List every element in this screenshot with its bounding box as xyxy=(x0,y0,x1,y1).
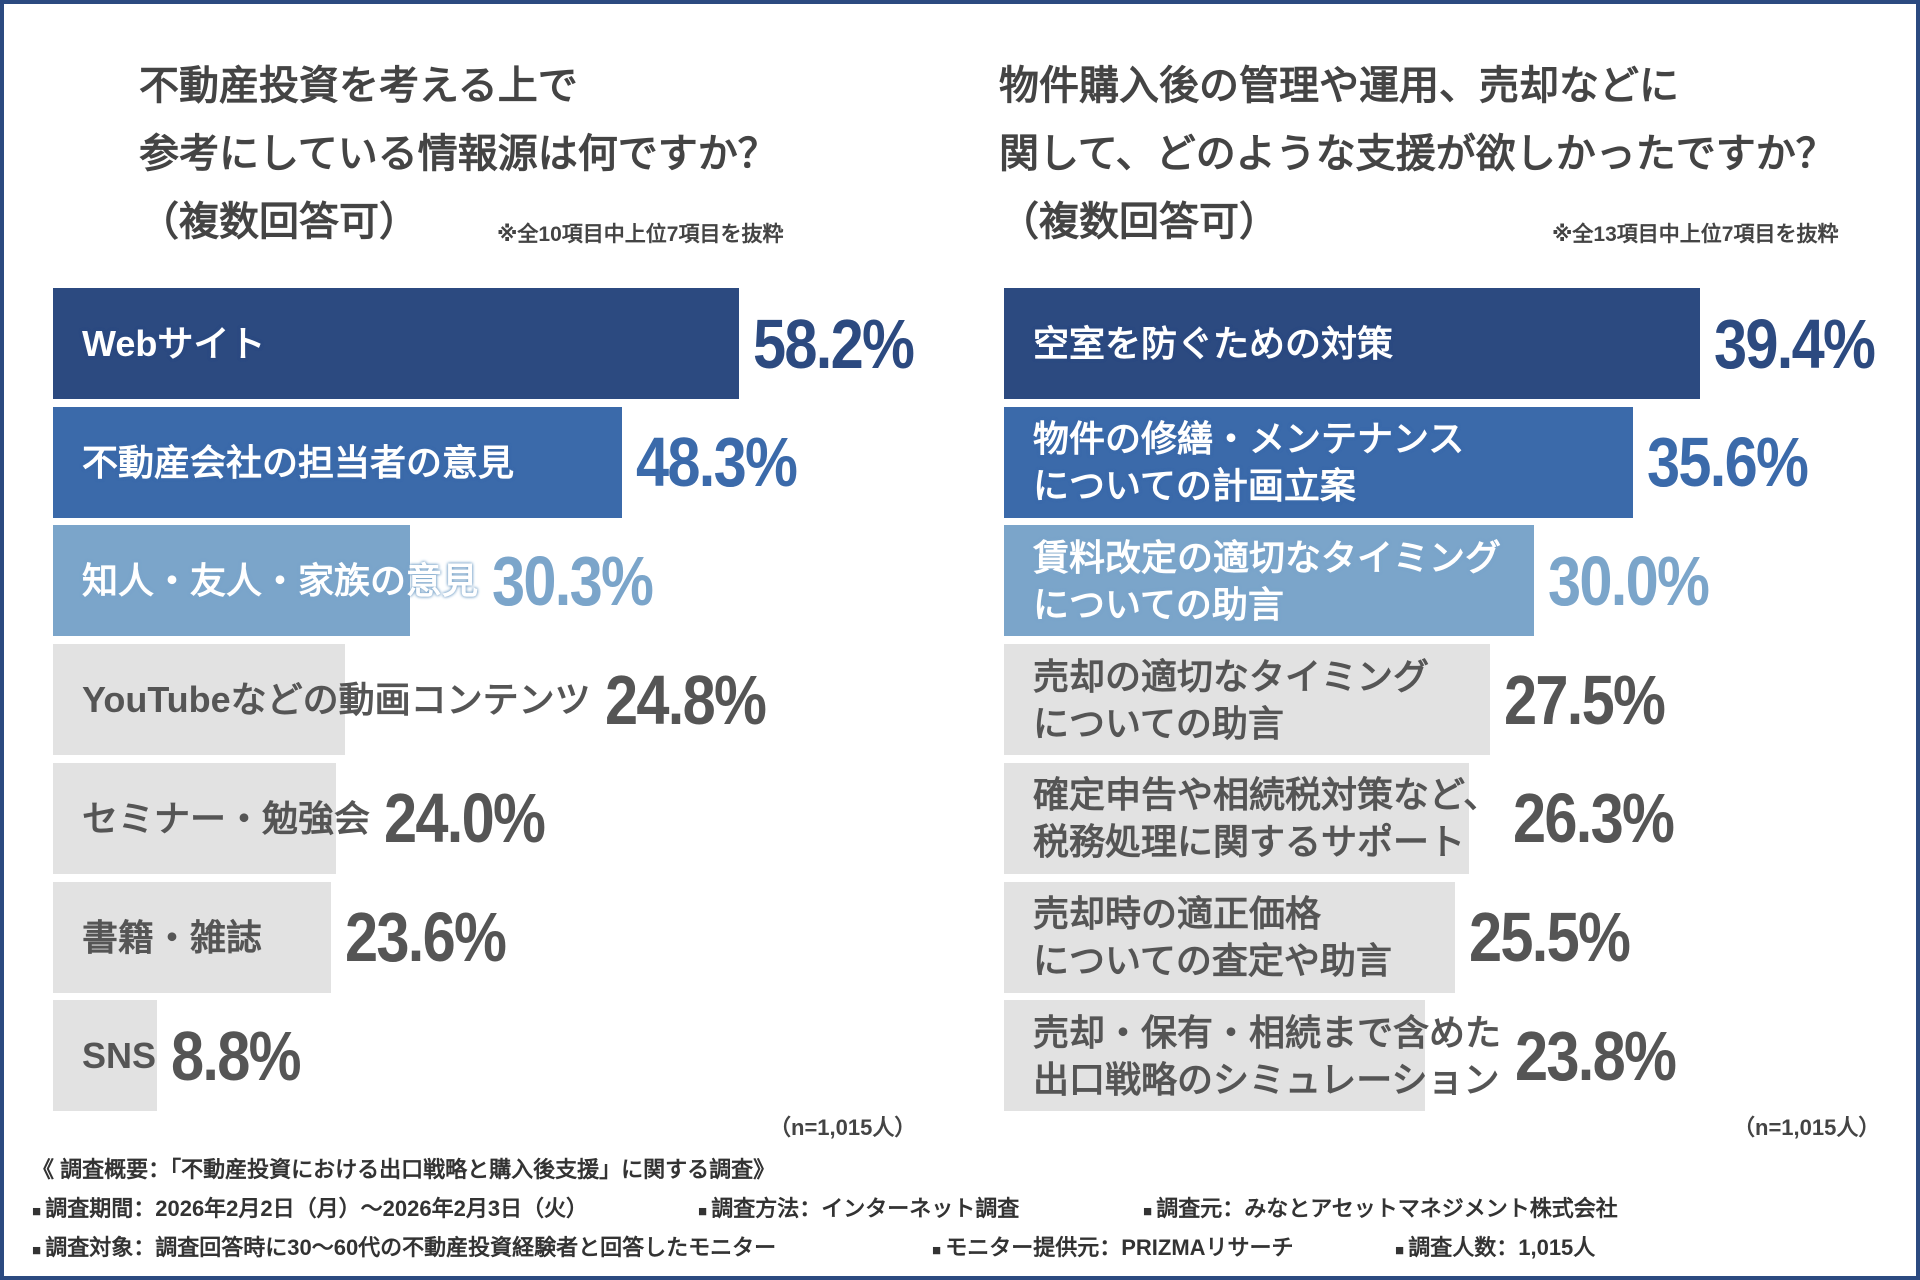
chart-note: ※全13項目中上位7項目を抜粋 xyxy=(1552,223,1839,246)
category-label: 物件の修繕・メンテナンス についての計画立案 xyxy=(1033,418,1465,507)
value-label: 30.0% xyxy=(1548,541,1710,620)
footer-item: 調査対象：調査回答時に30〜60代の不動産投資経験者と回答したモニター xyxy=(32,1230,776,1262)
bar xyxy=(1004,762,1469,874)
chart-title: 不動産投資を考える上で 参考にしている情報源は何ですか？ （複数回答可） xyxy=(139,64,778,244)
category-label: セミナー・勉強会 xyxy=(82,797,371,839)
bar xyxy=(1004,288,1701,399)
value-label: 58.2% xyxy=(752,304,915,383)
bar xyxy=(53,1000,157,1112)
value-label: 30.3% xyxy=(492,541,654,620)
bar xyxy=(53,762,336,874)
footer-item: 調査期間：2026年2月2日（月）〜2026年2月3日（火） xyxy=(32,1191,588,1223)
bar xyxy=(53,406,623,518)
value-label: 23.6% xyxy=(345,898,507,976)
value-label: 35.6% xyxy=(1647,423,1809,502)
footer-title: 《 調査概要：「不動産投資における出口戦略と購入後支援」に関する調査》 xyxy=(32,1157,776,1182)
bar xyxy=(53,881,332,993)
footer-item: モニター提供元：PRIZMAリサーチ xyxy=(932,1230,1293,1262)
bar xyxy=(1004,525,1535,637)
value-label: 24.8% xyxy=(605,660,767,739)
category-label: 空室を防ぐための対策 xyxy=(1033,323,1394,364)
value-label: 8.8% xyxy=(170,1016,302,1095)
chart-title: 物件購入後の管理や運用、売却などに 関して、どのような支援が欲しかったですか？ … xyxy=(999,64,1836,244)
bar xyxy=(1004,644,1491,756)
bar xyxy=(1004,406,1634,518)
bar xyxy=(53,644,346,756)
category-label: Webサイト xyxy=(82,323,266,364)
footer-item: 調査人数：1,015人 xyxy=(1395,1230,1595,1262)
bar xyxy=(53,288,739,399)
bar xyxy=(1004,1000,1425,1112)
value-label: 23.8% xyxy=(1515,1016,1677,1095)
value-label: 27.5% xyxy=(1504,660,1666,739)
category-label: YouTubeなどの動画コンテンツ xyxy=(82,679,591,721)
category-label: 売却時の適正価格 についての査定や助言 xyxy=(1033,893,1392,981)
sample-size: （n=1,015人） xyxy=(769,1115,917,1140)
category-label: 知人・友人・家族の意見 xyxy=(82,560,479,602)
chart-note: ※全10項目中上位7項目を抜粋 xyxy=(497,223,784,246)
sample-size: （n=1,015人） xyxy=(1733,1115,1881,1140)
category-label: 売却の適切なタイミング についての助言 xyxy=(1033,655,1430,744)
category-label: 売却・保有・相続まで含めた 出口戦略のシミュレーション xyxy=(1033,1011,1502,1100)
category-label: SNS xyxy=(82,1035,157,1077)
footer-item: 調査方法：インターネット調査 xyxy=(698,1191,1019,1223)
value-label: 25.5% xyxy=(1468,898,1631,976)
value-label: 48.3% xyxy=(636,423,798,502)
category-label: 書籍・雑誌 xyxy=(82,916,263,958)
value-label: 39.4% xyxy=(1714,304,1876,383)
category-label: 不動産会社の担当者の意見 xyxy=(82,441,515,483)
footer-item: 調査元：みなとアセットマネジメント株式会社 xyxy=(1143,1191,1618,1223)
value-label: 26.3% xyxy=(1513,779,1675,858)
bar xyxy=(53,525,411,637)
category-label: 賃料改定の適切なタイミング についての助言 xyxy=(1033,536,1502,625)
bar xyxy=(1004,881,1455,993)
category-label: 確定申告や相続税対策など、 税務処理に関するサポート xyxy=(1033,774,1500,863)
value-label: 24.0% xyxy=(384,779,546,858)
